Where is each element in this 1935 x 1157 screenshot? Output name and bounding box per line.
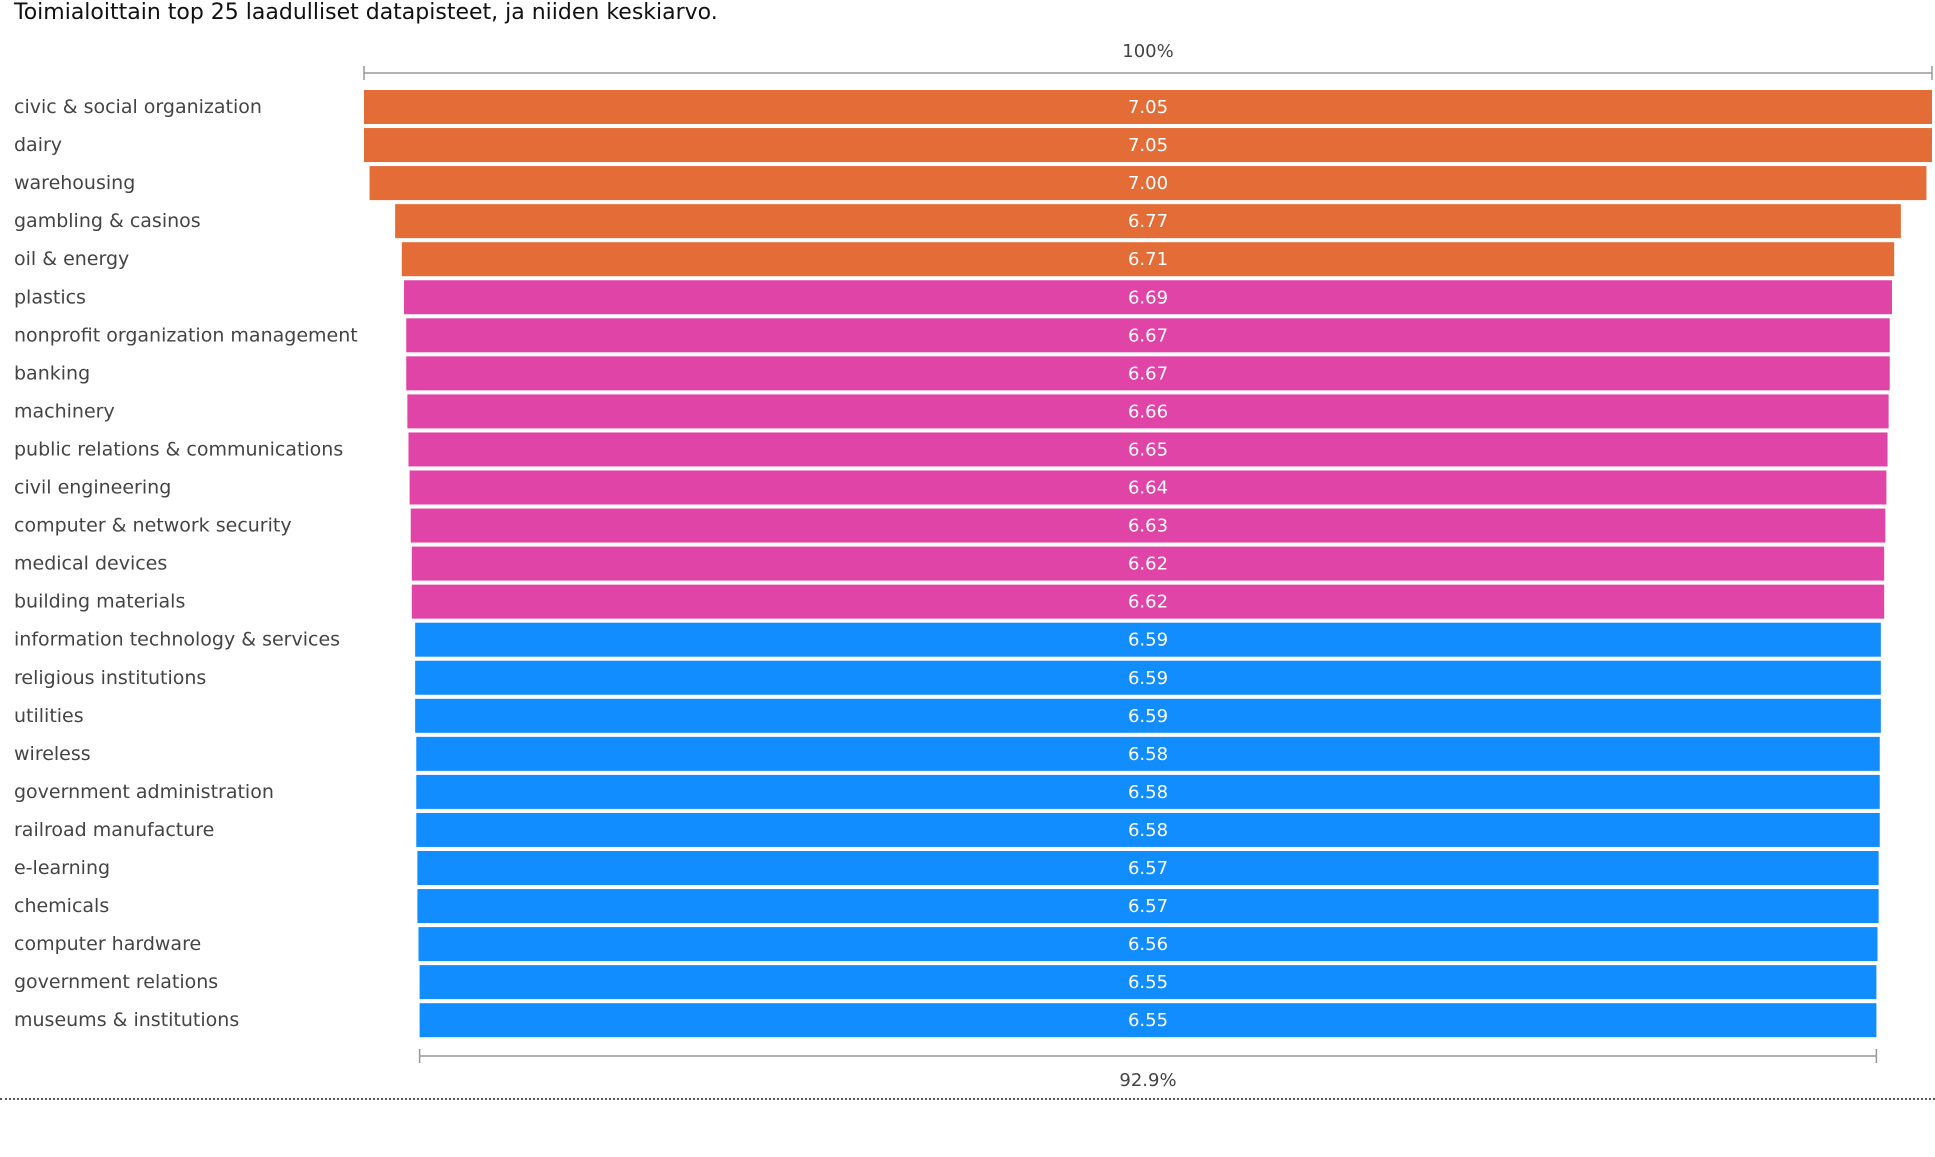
funnel-bar[interactable]: [408, 432, 1888, 467]
funnel-bar[interactable]: [418, 927, 1878, 962]
category-label: computer hardware: [14, 933, 201, 955]
category-label: utilities: [14, 705, 84, 727]
bar-value-label: 6.62: [1128, 592, 1168, 613]
funnel-bar[interactable]: [406, 356, 1890, 391]
bar-value-label: 6.58: [1128, 782, 1168, 803]
category-label: museums & institutions: [14, 1009, 239, 1031]
funnel-bar[interactable]: [419, 1003, 1877, 1038]
top-percent-label: 100%: [1122, 41, 1173, 62]
bar-value-label: 6.62: [1128, 554, 1168, 575]
bar-value-label: 6.67: [1128, 363, 1168, 384]
category-label: wireless: [14, 743, 91, 765]
category-label: plastics: [14, 286, 86, 308]
category-label: building materials: [14, 591, 185, 613]
bar-value-label: 6.69: [1128, 287, 1168, 308]
funnel-bar[interactable]: [410, 508, 1886, 543]
funnel-bar[interactable]: [411, 584, 1885, 619]
bar-value-label: 7.05: [1128, 97, 1168, 118]
bar-value-label: 6.59: [1128, 630, 1168, 651]
bar-value-label: 6.65: [1128, 439, 1168, 460]
funnel-bar[interactable]: [364, 128, 1932, 163]
bar-value-label: 6.71: [1128, 249, 1168, 270]
funnel-bar[interactable]: [395, 204, 1901, 239]
funnel-bar[interactable]: [419, 965, 1877, 1000]
category-label: nonprofit organization management: [14, 324, 358, 346]
funnel-bar[interactable]: [415, 698, 1881, 733]
funnel-bar[interactable]: [364, 90, 1932, 124]
top-axis: 100%: [363, 41, 1933, 80]
category-label: civil engineering: [14, 477, 171, 499]
chart-title: Toimialoittain top 25 laadulliset datapi…: [14, 0, 718, 25]
category-label: warehousing: [14, 172, 135, 194]
funnel-bar[interactable]: [415, 622, 1881, 657]
category-label: machinery: [14, 400, 115, 422]
category-label: religious institutions: [14, 667, 206, 689]
bar-value-label: 6.66: [1128, 401, 1168, 422]
category-label: public relations & communications: [14, 438, 343, 460]
category-labels: civic & social organization dairy warehous…: [14, 96, 358, 1031]
category-label: government administration: [14, 781, 274, 803]
bar-value-label: 6.67: [1128, 325, 1168, 346]
funnel-bar[interactable]: [411, 546, 1885, 581]
bar-value-label: 6.56: [1128, 934, 1168, 955]
category-label: oil & energy: [14, 248, 129, 270]
value-labels: 7.05 7.05 7.00 6.77 6.71 6.69 6.67 6.67 6.66 6.65…: [1128, 97, 1168, 1031]
bar-value-label: 6.59: [1128, 668, 1168, 689]
bar-value-label: 6.59: [1128, 706, 1168, 727]
funnel-bar[interactable]: [401, 242, 1895, 277]
bottom-axis: 92.9%: [418, 1049, 1878, 1091]
funnel-bar[interactable]: [417, 889, 1879, 924]
bar-value-label: 6.58: [1128, 820, 1168, 841]
category-label: banking: [14, 362, 90, 384]
category-label: e-learning: [14, 857, 110, 879]
bar-value-label: 7.05: [1128, 135, 1168, 156]
funnel-bar[interactable]: [416, 812, 1880, 847]
funnel-bar[interactable]: [415, 660, 1881, 695]
funnel-bar[interactable]: [416, 774, 1880, 809]
funnel-bar[interactable]: [406, 318, 1890, 353]
bar-value-label: 6.57: [1128, 858, 1168, 879]
funnel-bar[interactable]: [417, 851, 1879, 885]
bar-value-label: 6.55: [1128, 1010, 1168, 1031]
bottom-divider: [0, 1098, 1935, 1100]
bar-value-label: 6.63: [1128, 516, 1168, 537]
category-label: computer & network security: [14, 515, 292, 537]
category-label: civic & social organization: [14, 96, 262, 118]
bottom-percent-label: 92.9%: [1119, 1070, 1176, 1091]
funnel-bar[interactable]: [409, 470, 1887, 505]
category-label: dairy: [14, 134, 62, 156]
category-label: medical devices: [14, 553, 167, 575]
category-label: information technology & services: [14, 629, 340, 651]
funnel-bar[interactable]: [369, 166, 1927, 201]
funnel-bar[interactable]: [416, 736, 1880, 771]
bar-value-label: 6.64: [1128, 478, 1168, 499]
category-label: railroad manufacture: [14, 819, 214, 841]
category-label: gambling & casinos: [14, 210, 201, 232]
funnel-bars: [364, 90, 1932, 1038]
bar-value-label: 6.58: [1128, 744, 1168, 765]
category-label: chemicals: [14, 895, 109, 917]
funnel-bar[interactable]: [407, 394, 1889, 429]
funnel-bar[interactable]: [404, 280, 1892, 315]
bar-value-label: 7.00: [1128, 173, 1168, 194]
bar-value-label: 6.55: [1128, 972, 1168, 993]
bar-value-label: 6.57: [1128, 896, 1168, 917]
category-label: government relations: [14, 971, 218, 993]
bar-value-label: 6.77: [1128, 211, 1168, 232]
